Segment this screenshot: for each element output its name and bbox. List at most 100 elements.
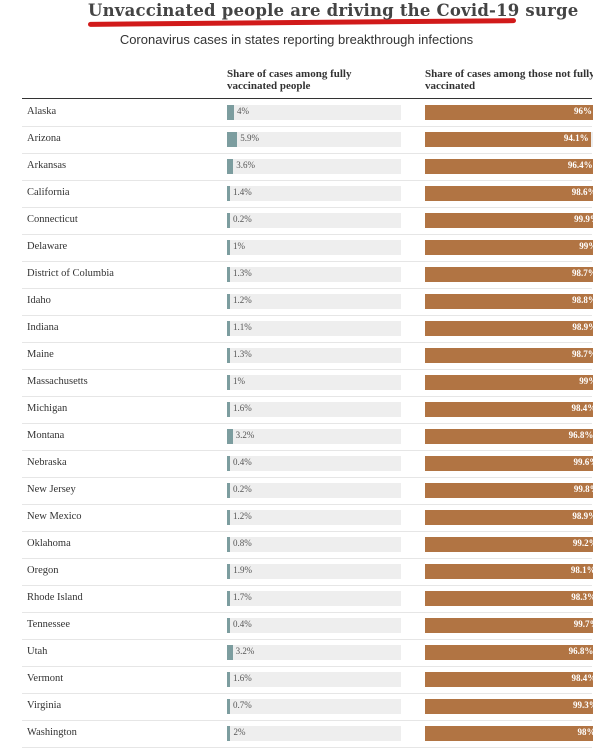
unvaccinated-data-label: 99.2% [572, 538, 593, 548]
vaccinated-data-label: 1.6% [233, 403, 252, 413]
vaccinated-bar [227, 375, 230, 390]
vaccinated-bar [227, 645, 233, 660]
vaccinated-bar [227, 537, 230, 552]
vaccinated-bar-track: 1.2% [227, 294, 401, 309]
table-row: Connecticut 0.2% 99.9% [22, 207, 593, 235]
unvaccinated-bar [425, 456, 593, 471]
unvaccinated-bar [425, 348, 593, 363]
unvaccinated-bar [425, 267, 593, 282]
state-label: Oklahoma [27, 538, 71, 549]
vaccinated-data-label: 3.6% [236, 160, 255, 170]
table-row: Utah 3.2% 96.8% [22, 639, 593, 667]
unvaccinated-data-label: 99.6% [573, 457, 593, 467]
vaccinated-bar-track: 1.6% [227, 672, 401, 687]
table-row: District of Columbia 1.3% 98.7% [22, 261, 593, 289]
unvaccinated-bar-track: 98.4% [425, 672, 593, 687]
unvaccinated-bar-track: 98.7% [425, 267, 593, 282]
unvaccinated-bar [425, 510, 593, 525]
unvaccinated-column-header: Share of cases among those not fully vac… [425, 68, 593, 92]
vaccinated-bar [227, 564, 231, 579]
table-row: Virginia 0.7% 99.3% [22, 693, 593, 721]
title-block: Unvaccinated people are driving the Covi… [0, 0, 593, 32]
unvaccinated-data-label: 99.3% [573, 700, 593, 710]
vaccinated-bar-track: 1.3% [227, 267, 401, 282]
unvaccinated-bar [425, 483, 593, 498]
vaccinated-bar [227, 483, 230, 498]
unvaccinated-data-label: 98.4% [571, 403, 593, 413]
unvaccinated-bar [425, 645, 593, 660]
unvaccinated-bar-track: 99.9% [425, 213, 593, 228]
unvaccinated-bar-track: 96.8% [425, 645, 593, 660]
unvaccinated-bar-track: 98.6% [425, 186, 593, 201]
table-row: Idaho 1.2% 98.8% [22, 288, 593, 316]
table-row: Indiana 1.1% 98.9% [22, 315, 593, 343]
state-label: Arizona [27, 133, 61, 144]
unvaccinated-data-label: 99% [579, 241, 593, 251]
vaccinated-bar-track: 1.6% [227, 402, 401, 417]
state-label: Oregon [27, 565, 59, 576]
state-label: California [27, 187, 70, 198]
chart-title: Unvaccinated people are driving the Covi… [88, 1, 579, 20]
vaccinated-bar-track: 4% [227, 105, 401, 120]
table-row: Michigan 1.6% 98.4% [22, 396, 593, 424]
vaccinated-bar-track: 1.9% [227, 564, 401, 579]
vaccinated-bar-track: 1.2% [227, 510, 401, 525]
unvaccinated-bar-track: 98.8% [425, 294, 593, 309]
state-label: Michigan [27, 403, 68, 414]
vaccinated-bar [227, 699, 230, 714]
vaccinated-bar-track: 0.2% [227, 483, 401, 498]
unvaccinated-data-label: 98.8% [572, 295, 593, 305]
vaccinated-bar [227, 186, 230, 201]
table-row: Delaware 1% 99% [22, 234, 593, 262]
vaccinated-data-label: 0.4% [233, 457, 252, 467]
vaccinated-data-label: 0.7% [233, 700, 252, 710]
unvaccinated-bar-track: 98.9% [425, 321, 593, 336]
unvaccinated-data-label: 98.3% [571, 592, 593, 602]
table-row: Washington 2% 98% [22, 720, 593, 748]
vaccinated-bar [227, 591, 230, 606]
state-label: New Mexico [27, 511, 82, 522]
state-label: Rhode Island [27, 592, 83, 603]
table-row: New Mexico 1.2% 98.9% [22, 504, 593, 532]
unvaccinated-data-label: 98.6% [571, 187, 593, 197]
vaccinated-data-label: 3.2% [235, 430, 255, 440]
table-row: Rhode Island 1.7% 98.3% [22, 585, 593, 613]
vaccinated-data-label: 1% [233, 241, 245, 251]
unvaccinated-data-label: 98% [577, 727, 593, 737]
unvaccinated-data-label: 98.9% [572, 322, 593, 332]
unvaccinated-bar-track: 99% [425, 240, 593, 255]
vaccinated-bar [227, 726, 231, 741]
unvaccinated-data-label: 96.4% [567, 160, 593, 170]
vaccinated-column-header: Share of cases among fully vaccinated pe… [227, 68, 352, 92]
state-label: Massachusetts [27, 376, 88, 387]
vaccinated-bar [227, 618, 230, 633]
state-label: New Jersey [27, 484, 76, 495]
state-label: Washington [27, 727, 77, 738]
state-label: Connecticut [27, 214, 78, 225]
vaccinated-bar-track: 0.4% [227, 618, 401, 633]
unvaccinated-bar [425, 213, 593, 228]
unvaccinated-data-label: 99.9% [574, 214, 593, 224]
unvaccinated-data-label: 99% [579, 376, 593, 386]
vaccinated-data-label: 4% [236, 106, 249, 116]
state-label: District of Columbia [27, 268, 114, 279]
vaccinated-data-label: 0.2% [233, 484, 252, 494]
table-row: Oregon 1.9% 98.1% [22, 558, 593, 586]
state-label: Delaware [27, 241, 68, 252]
vaccinated-bar [227, 321, 230, 336]
unvaccinated-bar [425, 564, 593, 579]
vaccinated-data-label: 1% [233, 376, 245, 386]
vaccinated-bar-track: 1.1% [227, 321, 401, 336]
unvaccinated-data-label: 96.8% [568, 646, 593, 656]
table-row: Maine 1.3% 98.7% [22, 342, 593, 370]
unvaccinated-bar-track: 98% [425, 726, 593, 741]
unvaccinated-bar [425, 402, 593, 417]
unvaccinated-bar [425, 699, 593, 714]
vaccinated-bar-track: 0.8% [227, 537, 401, 552]
vaccinated-data-label: 1.3% [233, 268, 252, 278]
unvaccinated-data-label: 94.1% [563, 133, 589, 143]
vaccinated-bar-track: 3.2% [227, 645, 401, 660]
state-label: Montana [27, 430, 65, 441]
state-label: Indiana [27, 322, 59, 333]
unvaccinated-bar [425, 186, 593, 201]
